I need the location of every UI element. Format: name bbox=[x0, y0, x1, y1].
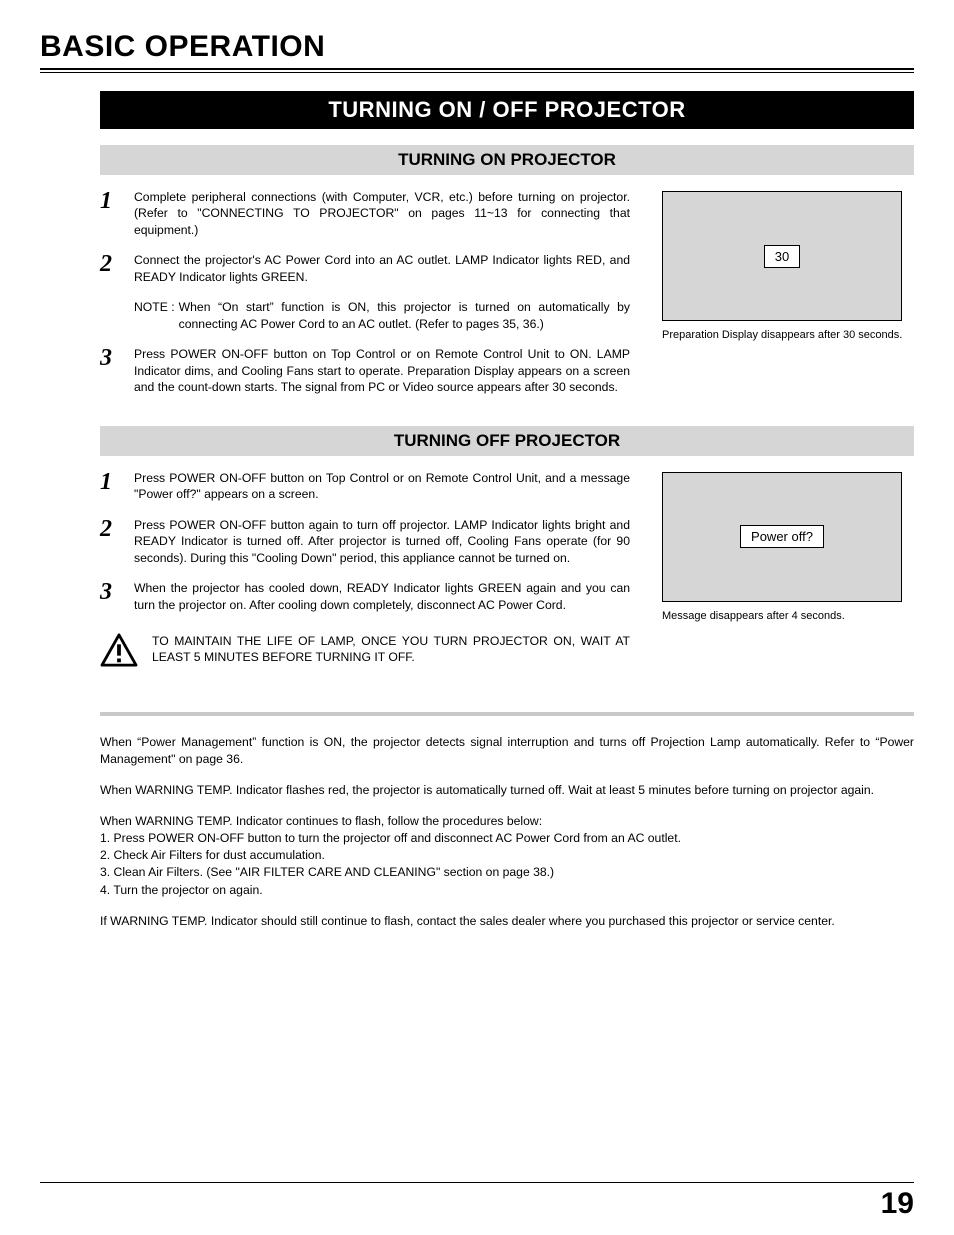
step-text: When the projector has cooled down, READ… bbox=[134, 580, 630, 613]
warning-icon bbox=[100, 633, 138, 672]
page-heading: BASIC OPERATION bbox=[40, 30, 914, 64]
on-illustration-column: 30 Preparation Display disappears after … bbox=[654, 189, 914, 410]
step-text: Press POWER ON-OFF button on Top Control… bbox=[134, 470, 630, 503]
preparation-display-screen: 30 bbox=[662, 191, 902, 321]
note-body: When “On start” function is ON, this pro… bbox=[179, 299, 630, 332]
step-text: Connect the projector's AC Power Cord in… bbox=[134, 252, 630, 285]
rule-heavy bbox=[40, 68, 914, 70]
step-number: 1 bbox=[100, 189, 120, 238]
footer-para-2: When WARNING TEMP. Indicator flashes red… bbox=[100, 782, 914, 799]
off-steps-column: 1 Press POWER ON-OFF button on Top Contr… bbox=[100, 470, 630, 672]
off-step-1: 1 Press POWER ON-OFF button on Top Contr… bbox=[100, 470, 630, 503]
section-divider bbox=[100, 712, 914, 716]
on-note: NOTE : When “On start” function is ON, t… bbox=[134, 299, 630, 332]
poweroff-caption: Message disappears after 4 seconds. bbox=[662, 610, 914, 622]
footer-para-4: If WARNING TEMP. Indicator should still … bbox=[100, 913, 914, 930]
step-text: Press POWER ON-OFF button again to turn … bbox=[134, 517, 630, 566]
on-columns: 1 Complete peripheral connections (with … bbox=[100, 189, 914, 410]
on-steps-column: 1 Complete peripheral connections (with … bbox=[100, 189, 630, 410]
warning-text: TO MAINTAIN THE LIFE OF LAMP, ONCE YOU T… bbox=[152, 633, 630, 666]
poweroff-screen: Power off? bbox=[662, 472, 902, 602]
off-step-3: 3 When the projector has cooled down, RE… bbox=[100, 580, 630, 613]
footer-para-3: When WARNING TEMP. Indicator continues t… bbox=[100, 813, 914, 898]
note-label: NOTE : bbox=[134, 299, 175, 332]
on-step-1: 1 Complete peripheral connections (with … bbox=[100, 189, 630, 238]
poweroff-message-box: Power off? bbox=[740, 525, 824, 548]
step-number: 2 bbox=[100, 517, 120, 566]
off-columns: 1 Press POWER ON-OFF button on Top Contr… bbox=[100, 470, 914, 672]
content-area: TURNING ON / OFF PROJECTOR TURNING ON PR… bbox=[40, 73, 914, 930]
step-text: Press POWER ON-OFF button on Top Control… bbox=[134, 346, 630, 395]
on-step-3: 3 Press POWER ON-OFF button on Top Contr… bbox=[100, 346, 630, 395]
on-step-2: 2 Connect the projector's AC Power Cord … bbox=[100, 252, 630, 285]
section-banner: TURNING ON / OFF PROJECTOR bbox=[100, 91, 914, 129]
subsection-off-title: TURNING OFF PROJECTOR bbox=[100, 426, 914, 456]
footer-rule bbox=[40, 1182, 914, 1183]
countdown-box: 30 bbox=[764, 245, 800, 268]
page-number: 19 bbox=[881, 1187, 914, 1221]
subsection-on-title: TURNING ON PROJECTOR bbox=[100, 145, 914, 175]
lamp-warning: TO MAINTAIN THE LIFE OF LAMP, ONCE YOU T… bbox=[100, 633, 630, 672]
step-number: 2 bbox=[100, 252, 120, 285]
step-text: Complete peripheral connections (with Co… bbox=[134, 189, 630, 238]
step-number: 3 bbox=[100, 580, 120, 613]
footer-para-1: When “Power Management” function is ON, … bbox=[100, 734, 914, 768]
off-illustration-column: Power off? Message disappears after 4 se… bbox=[654, 470, 914, 672]
step-number: 1 bbox=[100, 470, 120, 503]
step-number: 3 bbox=[100, 346, 120, 395]
preparation-caption: Preparation Display disappears after 30 … bbox=[662, 329, 914, 341]
off-step-2: 2 Press POWER ON-OFF button again to tur… bbox=[100, 517, 630, 566]
